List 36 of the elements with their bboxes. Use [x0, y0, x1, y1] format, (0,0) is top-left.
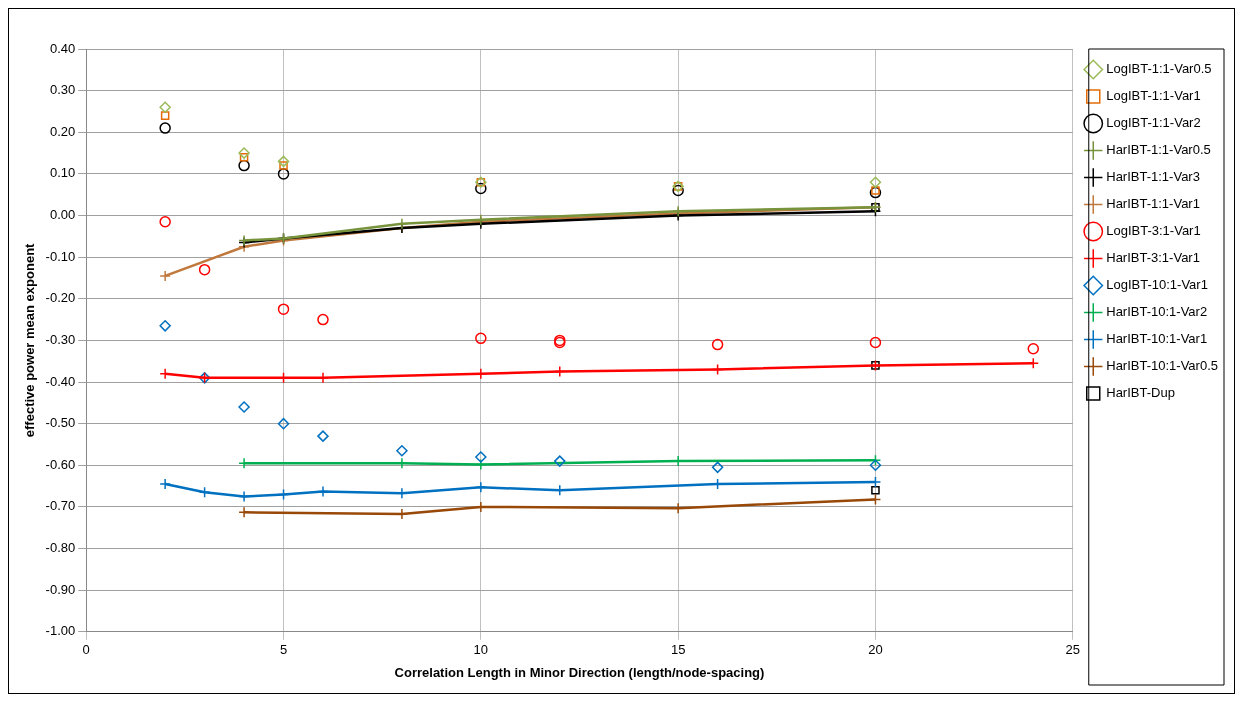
y-tick-label: 0.20	[49, 123, 76, 139]
y-tick-label: -0.40	[45, 373, 76, 389]
legend-label: LogIBT-10:1-Var1	[1106, 277, 1208, 293]
y-tick-label: -0.20	[45, 290, 76, 306]
legend-label: LogIBT-1:1-Var0.5	[1106, 61, 1212, 77]
legend-label: HarIBT-10:1-Var2	[1106, 304, 1208, 320]
y-tick-label: -0.70	[45, 498, 76, 514]
y-tick-label: -0.50	[45, 415, 76, 431]
legend-label: LogIBT-1:1-Var1	[1106, 88, 1201, 104]
y-tick-label: 0.00	[49, 207, 76, 223]
x-tick-label: 5	[279, 642, 288, 658]
y-tick-label: -0.80	[45, 540, 76, 556]
legend-label: HarIBT-1:1-Var0.5	[1106, 142, 1211, 158]
y-tick-label: -0.60	[45, 456, 76, 472]
legend-label: LogIBT-1:1-Var2	[1106, 115, 1201, 131]
x-tick-label: 15	[670, 642, 686, 658]
legend-label: HarIBT-10:1-Var1	[1106, 331, 1208, 347]
y-tick-label: -0.10	[45, 248, 76, 264]
x-tick-label: 0	[82, 642, 90, 658]
y-tick-label: 0.10	[49, 165, 76, 181]
y-tick-label: -0.30	[45, 331, 76, 347]
x-tick-label: 20	[868, 642, 883, 658]
legend-label: HarIBT-3:1-Var1	[1106, 250, 1200, 266]
y-tick-label: -0.90	[45, 581, 76, 597]
legend-label: LogIBT-3:1-Var1	[1106, 223, 1201, 239]
legend-label: HarIBT-1:1-Var3	[1106, 169, 1200, 185]
x-tick-label: 25	[1065, 642, 1080, 658]
y-axis-title: effective power mean exponent	[22, 242, 38, 438]
y-tick-label: 0.30	[49, 82, 76, 98]
legend-label: HarIBT-10:1-Var0.5	[1106, 358, 1219, 374]
legend-label: HarIBT-Dup	[1106, 385, 1175, 401]
y-tick-label: 0.40	[49, 40, 76, 56]
legend-label: HarIBT-1:1-Var1	[1106, 196, 1200, 212]
y-tick-label: -1.00	[45, 623, 76, 639]
x-axis-title: Correlation Length in Minor Direction (length/node-spacing)	[394, 664, 765, 680]
x-tick-label: 10	[473, 642, 489, 658]
